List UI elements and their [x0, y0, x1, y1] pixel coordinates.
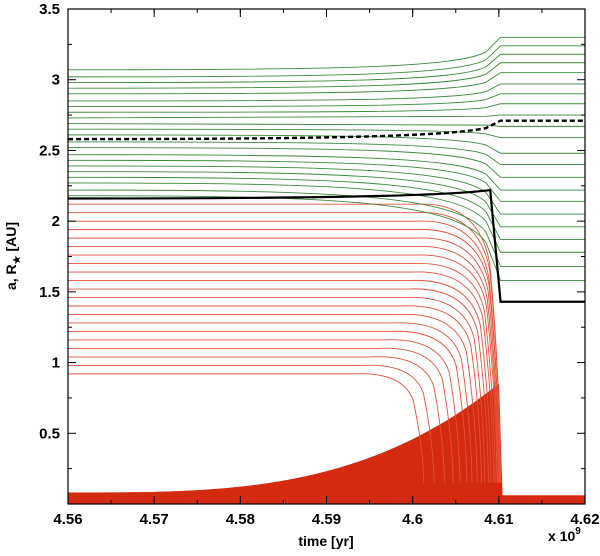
engulfed-orbit-line — [68, 373, 425, 483]
surviving-orbit-line — [67, 159, 585, 202]
x-tick-label: 4.57 — [140, 511, 169, 528]
data-marks — [67, 36, 586, 505]
x-multiplier-base: x 10 — [548, 528, 575, 544]
surviving-orbit-line — [67, 36, 585, 71]
surviving-orbit-line — [67, 53, 585, 83]
engulfed-orbit-line — [68, 347, 454, 483]
y-tick-label: 0.5 — [39, 425, 60, 442]
y-tick-label: 1.5 — [39, 284, 60, 301]
x-tick-label: 4.62 — [570, 511, 599, 528]
engulfed-orbit-line — [68, 279, 492, 483]
engulfed-orbit-line — [68, 322, 473, 483]
y-tick-label: 3 — [52, 72, 60, 89]
x-tick-label: 4.58 — [226, 511, 255, 528]
surviving-orbit-line — [67, 83, 585, 102]
engulfed-orbit-line — [68, 220, 501, 483]
surviving-orbit-line — [67, 195, 585, 281]
engulfed-orbit-line — [68, 305, 483, 483]
y-axis-label-unit: [AU] — [3, 222, 19, 255]
engulfed-orbit-line — [68, 313, 478, 483]
engulfed-orbit-line — [68, 339, 461, 483]
plot-background — [68, 9, 585, 504]
engulfed-orbit-line — [68, 203, 502, 483]
surviving-orbit-line — [67, 165, 585, 215]
engulfed-orbit-line — [68, 237, 500, 483]
y-axis-label: a, R★ [AU] — [3, 222, 23, 290]
surviving-orbit-line — [67, 141, 585, 166]
y-tick-label: 1 — [52, 355, 60, 372]
surviving-orbit-line — [67, 182, 585, 253]
engulfed-orbit-line — [68, 296, 486, 483]
y-tick-label: 2 — [52, 213, 60, 230]
critical-solid-line — [67, 188, 585, 303]
x-tick-label: 4.59 — [312, 511, 341, 528]
x-multiplier: x 109 — [548, 526, 581, 544]
surviving-orbit-line — [67, 189, 585, 267]
engulfed-orbit-line — [68, 271, 495, 483]
y-tick-labels: 0.5 1 1.5 2 2.5 3 3.5 — [39, 1, 60, 442]
engulfed-orbit-line — [68, 263, 496, 483]
y-axis-label-main: a, R — [3, 264, 19, 290]
stellar-radius-band — [67, 383, 586, 505]
surviving-orbit-line — [67, 147, 585, 178]
engulfed-orbit-line — [68, 288, 489, 483]
surviving-orbit-line — [67, 93, 585, 108]
x-tick-label: 4.56 — [53, 511, 82, 528]
engulfed-orbit-line — [68, 330, 468, 483]
surviving-orbit-line — [67, 103, 585, 113]
surviving-orbit-line — [67, 171, 585, 228]
engulfed-orbit-line — [68, 246, 499, 483]
engulfed-orbit-line — [68, 356, 445, 483]
engulfed-orbit-line — [68, 254, 498, 483]
y-tick-label: 2.5 — [39, 142, 60, 159]
surviving-orbit-line — [67, 128, 585, 139]
engulfed-orbit-line — [68, 364, 435, 483]
x-tick-labels: 4.56 4.57 4.58 4.59 4.6 4.61 4.62 — [53, 511, 599, 528]
surviving-orbit-line — [67, 72, 585, 95]
y-axis-label-sub: ★ — [12, 255, 23, 264]
x-tick-label: 4.6 — [402, 511, 423, 528]
x-multiplier-exponent: 9 — [575, 526, 581, 537]
surviving-orbit-line — [67, 62, 585, 89]
surviving-orbit-line — [67, 154, 585, 191]
axis-ticks — [67, 8, 586, 504]
surviving-orbit-line — [67, 176, 585, 240]
surviving-orbit-line — [67, 45, 585, 78]
critical-dashed-line — [67, 119, 585, 141]
x-tick-label: 4.61 — [484, 511, 513, 528]
x-axis-label: time [yr] — [298, 533, 353, 549]
y-tick-label: 3.5 — [39, 1, 60, 18]
